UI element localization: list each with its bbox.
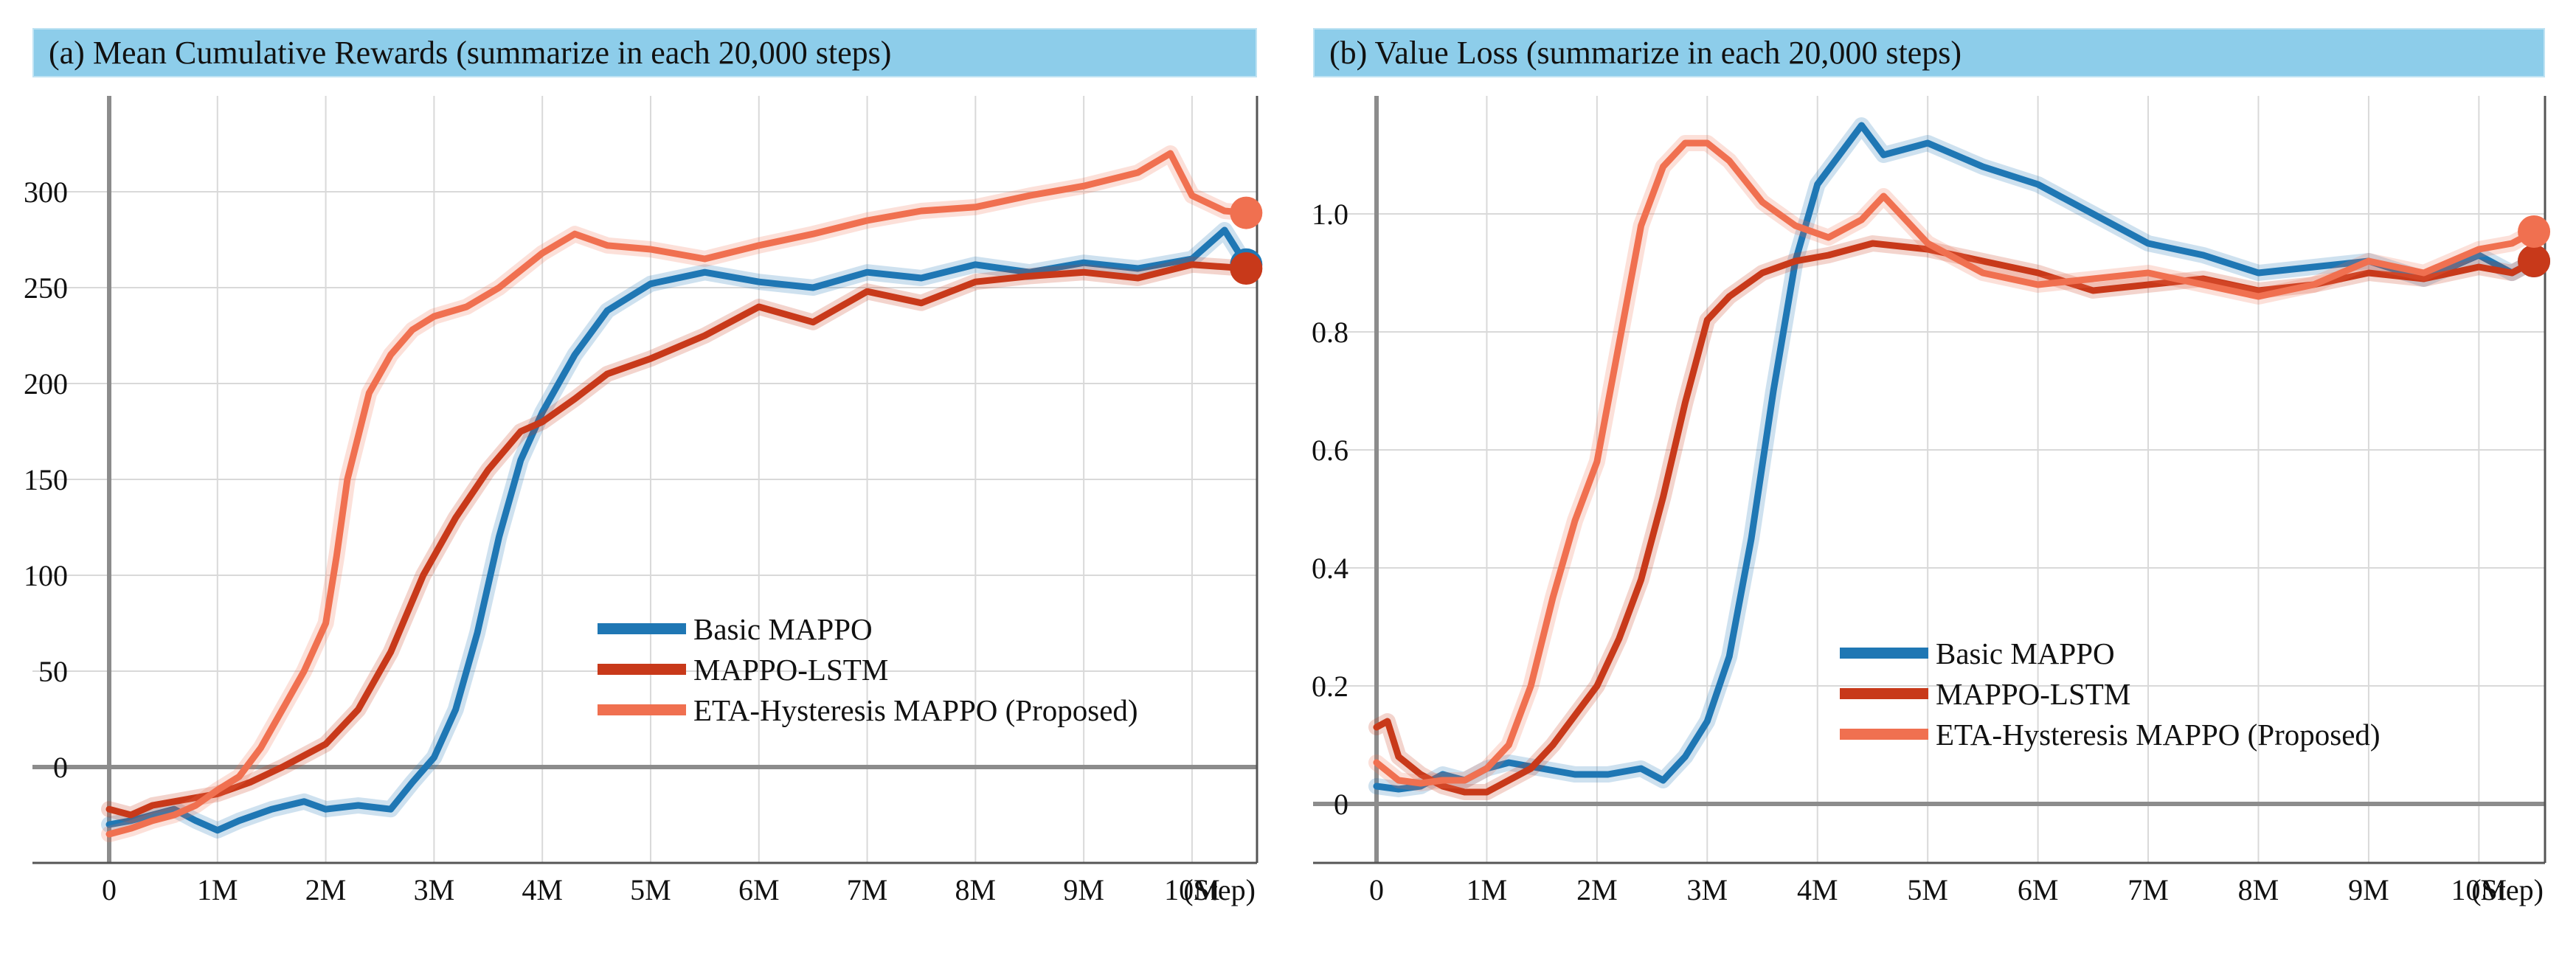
legend-item: MAPPO-LSTM: [1840, 673, 2381, 714]
series-line: [105, 150, 1250, 838]
legend-swatch: [1840, 648, 1928, 659]
x-tick-label: 5M: [630, 873, 671, 906]
y-tick-label: 200: [24, 367, 68, 400]
x-tick-label: 0: [102, 873, 117, 906]
series-end-marker: [2518, 245, 2551, 277]
x-tick-label: 2M: [1576, 873, 1618, 906]
y-tick-label: 50: [38, 655, 68, 688]
plot-area: 0 1M 2M 3M 4M 5M 6M 7M 8M 9M 10M 0 0.2 0.4 0.6 0.8 1.0 (S…: [1312, 96, 2551, 906]
chart-panel-value-loss: (b) Value Loss (summarize in each 20,000…: [1288, 0, 2576, 961]
series-line: [1373, 139, 2538, 787]
x-axis-label: (Step): [1183, 873, 1256, 906]
x-tick-label: 4M: [1797, 873, 1838, 906]
legend-item: Basic MAPPO: [1840, 633, 2381, 673]
series-end-marker: [1230, 252, 1263, 285]
y-tick-label: 1.0: [1312, 198, 1348, 231]
legend-label: Basic MAPPO: [1936, 636, 2115, 670]
y-tick-label: 150: [24, 463, 68, 496]
y-tick-label: 0.2: [1312, 670, 1348, 703]
legend-label: MAPPO-LSTM: [1936, 676, 2131, 711]
x-tick-label: 9M: [2348, 873, 2389, 906]
chart-title: (a) Mean Cumulative Rewards (summarize i…: [32, 28, 1257, 77]
chart-legend: Basic MAPPO MAPPO-LSTM ETA-Hysteresis MA…: [598, 608, 1138, 730]
x-tick-label: 9M: [1063, 873, 1104, 906]
legend-label: MAPPO-LSTM: [693, 652, 889, 687]
x-tick-label: 8M: [2238, 873, 2279, 906]
plot-area: 0 1M 2M 3M 4M 5M 6M 7M 8M 9M 10M 0 50 100 150 200 250 300…: [24, 96, 1263, 906]
legend-swatch: [1840, 729, 1928, 740]
x-tick-label: 10M: [1164, 873, 1220, 906]
x-tick-label: 3M: [1687, 873, 1728, 906]
x-tick-label: 1M: [1467, 873, 1508, 906]
legend-item: ETA-Hysteresis MAPPO (Proposed): [598, 690, 1138, 730]
legend-label: ETA-Hysteresis MAPPO (Proposed): [1936, 717, 2381, 752]
series-line: [105, 226, 1250, 834]
legend-label: ETA-Hysteresis MAPPO (Proposed): [693, 693, 1138, 727]
y-tick-label: 100: [24, 559, 68, 592]
x-tick-label: 1M: [197, 873, 238, 906]
y-tick-label: 0.8: [1312, 316, 1348, 349]
legend-item: Basic MAPPO: [598, 608, 1138, 649]
x-tick-label: 7M: [847, 873, 888, 906]
y-tick-label: 0.4: [1312, 552, 1348, 585]
y-tick-label: 250: [24, 271, 68, 305]
x-tick-label: 8M: [955, 873, 997, 906]
series-line: [1373, 240, 2538, 796]
x-tick-label: 4M: [522, 873, 563, 906]
chart-title: (b) Value Loss (summarize in each 20,000…: [1313, 28, 2545, 77]
legend-swatch: [1840, 688, 1928, 699]
x-tick-label: 6M: [2018, 873, 2059, 906]
x-tick-label: 10M: [2451, 873, 2507, 906]
y-tick-label: 0.6: [1312, 434, 1348, 467]
legend-swatch: [598, 664, 686, 675]
legend-item: MAPPO-LSTM: [598, 649, 1138, 690]
x-tick-label: 0: [1369, 873, 1384, 906]
x-tick-label: 2M: [305, 873, 347, 906]
series-end-marker: [2518, 215, 2551, 248]
x-tick-label: 3M: [414, 873, 455, 906]
series-end-marker: [1230, 196, 1263, 229]
x-tick-label: 6M: [738, 873, 780, 906]
legend-item: ETA-Hysteresis MAPPO (Proposed): [1840, 714, 2381, 754]
y-tick-label: 0: [53, 751, 68, 784]
legend-swatch: [598, 623, 686, 634]
legend-swatch: [598, 704, 686, 715]
series-line: [1373, 122, 2538, 793]
x-tick-label: 5M: [1907, 873, 1948, 906]
x-tick-label: 7M: [2127, 873, 2169, 906]
y-tick-label: 300: [24, 176, 68, 209]
chart-legend: Basic MAPPO MAPPO-LSTM ETA-Hysteresis MA…: [1840, 633, 2381, 754]
series-line: [105, 261, 1250, 819]
chart-panel-rewards: (a) Mean Cumulative Rewards (summarize i…: [24, 28, 1263, 906]
y-tick-label: 0: [1334, 788, 1348, 821]
legend-label: Basic MAPPO: [693, 611, 873, 646]
x-axis-label: (Step): [2471, 873, 2544, 906]
series-raw-band: [101, 222, 1255, 839]
